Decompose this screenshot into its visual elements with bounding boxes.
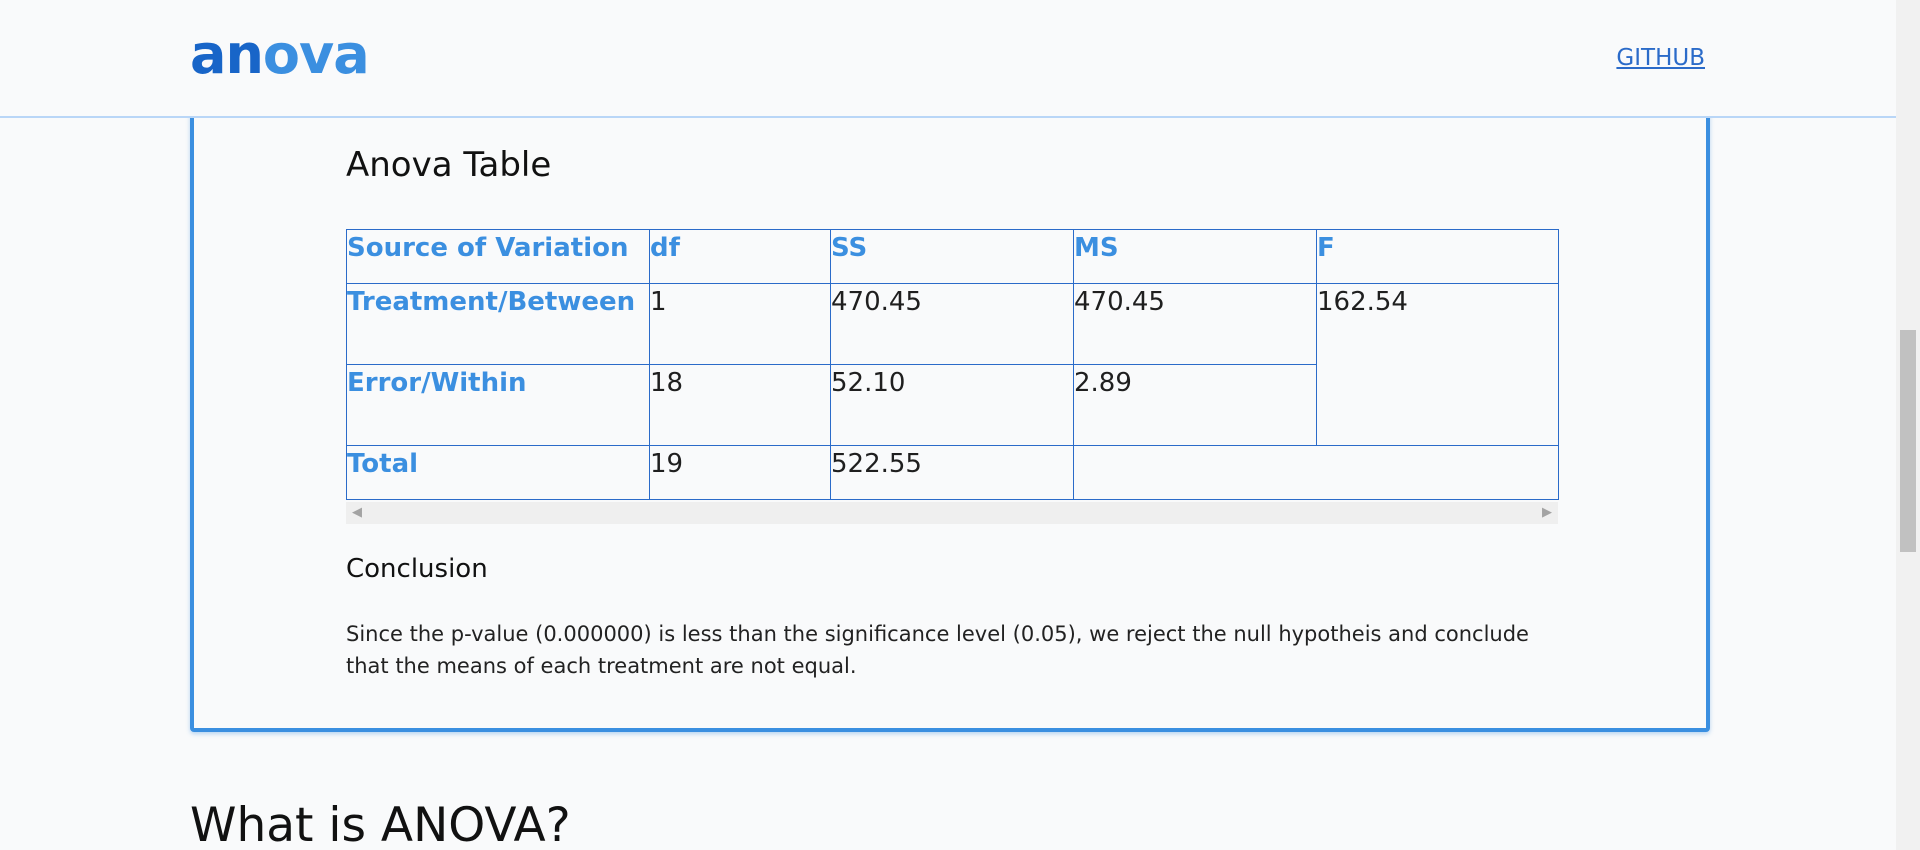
row-source: Error/Within [346,364,650,446]
cell-df: 18 [649,364,831,446]
column-header: df [649,229,831,284]
logo-part-an: an [190,23,264,86]
cell-empty [1073,445,1559,500]
scrollbar-thumb[interactable] [1900,330,1916,552]
row-source: Treatment/Between [346,283,650,365]
anova-table-container: Source of Variation df SS MS F Treatment… [346,229,1559,524]
cell-ss: 522.55 [830,445,1074,500]
logo-part-ova: ova [262,23,370,86]
column-header: Source of Variation [346,229,650,284]
page-vertical-scrollbar[interactable] [1896,0,1920,850]
cell-ms: 2.89 [1073,364,1317,446]
table-horizontal-scrollbar[interactable]: ◀ ▶ [346,502,1558,524]
chevron-left-icon[interactable]: ◀ [352,505,362,520]
row-source: Total [346,445,650,500]
logo[interactable]: anova [190,28,370,82]
table-row: Treatment/Between 1 470.45 470.45 162.54 [346,283,1559,446]
what-is-anova-heading: What is ANOVA? [190,798,571,850]
anova-table: Source of Variation df SS MS F Treatment… [346,229,1559,500]
anova-table-title: Anova Table [346,145,552,185]
site-header: anova GITHUB [0,0,1896,118]
cell-ss: 470.45 [830,283,1074,365]
table-row: Total 19 522.55 [346,445,1559,500]
column-header: SS [830,229,1074,284]
column-header: MS [1073,229,1317,284]
conclusion-title: Conclusion [346,554,488,584]
cell-ss: 52.10 [830,364,1074,446]
column-header: F [1316,229,1559,284]
chevron-right-icon[interactable]: ▶ [1542,505,1552,520]
cell-f: 162.54 [1316,283,1559,446]
github-link[interactable]: GITHUB [1616,45,1705,71]
conclusion-text: Since the p-value (0.000000) is less tha… [346,622,1529,678]
cell-df: 19 [649,445,831,500]
cell-ms: 470.45 [1073,283,1317,365]
table-header-row: Source of Variation df SS MS F [346,229,1559,284]
cell-df: 1 [649,283,831,365]
